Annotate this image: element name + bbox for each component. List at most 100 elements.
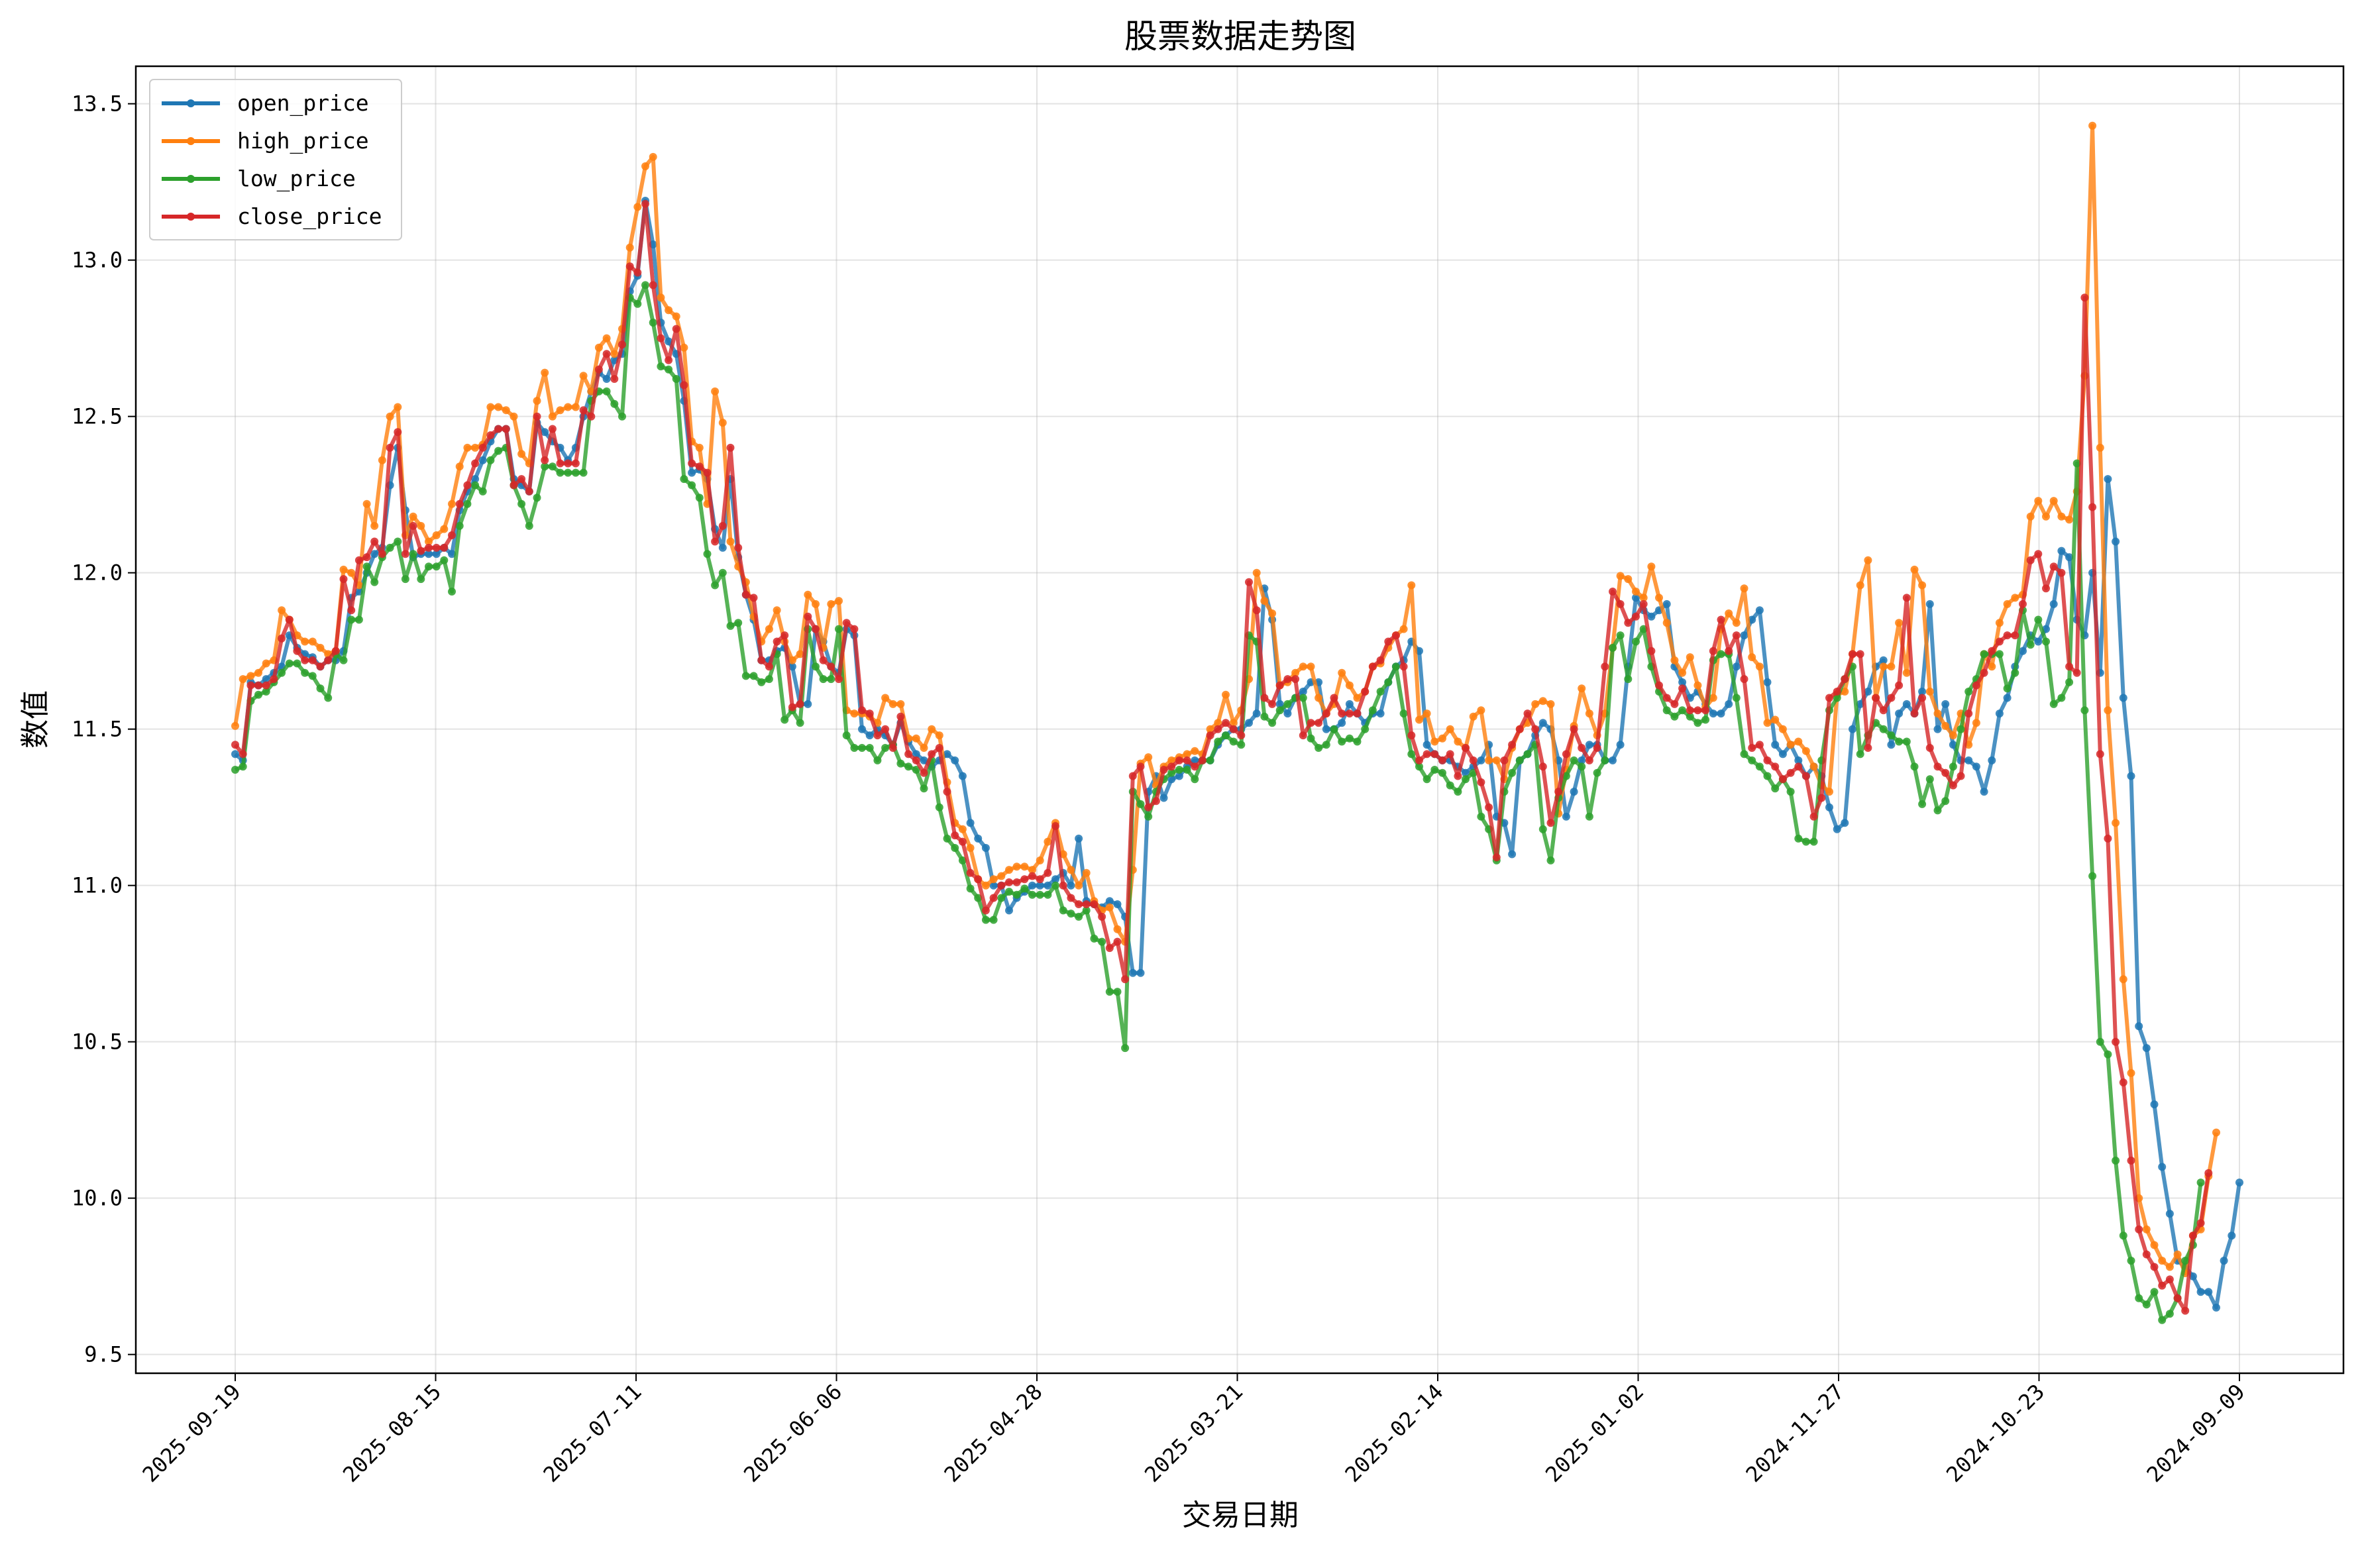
- data-point: [1299, 662, 1307, 671]
- data-point: [912, 750, 920, 758]
- data-point: [827, 600, 835, 608]
- legend: open_price high_price low_price close_price: [149, 79, 402, 240]
- data-point: [1175, 756, 1183, 764]
- data-point: [796, 719, 804, 727]
- data-point: [2181, 1306, 2190, 1315]
- data-point: [695, 462, 704, 471]
- data-point: [1523, 709, 1532, 718]
- data-point: [1794, 756, 1803, 764]
- data-point: [331, 647, 340, 655]
- data-point: [1546, 700, 1555, 708]
- data-point: [703, 550, 712, 558]
- data-point: [370, 521, 379, 530]
- data-point: [1438, 768, 1446, 777]
- data-point: [1523, 750, 1532, 758]
- data-point: [2026, 556, 2035, 564]
- data-point: [1562, 750, 1570, 758]
- data-point: [1709, 694, 1717, 702]
- data-point: [1136, 968, 1145, 977]
- data-point: [1469, 712, 1478, 721]
- data-point: [2196, 1178, 2205, 1187]
- data-point: [711, 387, 720, 395]
- data-point: [951, 756, 959, 764]
- data-point: [262, 688, 270, 696]
- y-tick-label: 12.0: [72, 560, 123, 586]
- data-point: [1771, 741, 1780, 749]
- data-point: [1639, 600, 1648, 608]
- data-point: [1485, 803, 1493, 811]
- data-point: [1044, 837, 1052, 846]
- data-point: [1578, 762, 1586, 771]
- data-point: [2127, 1157, 2135, 1165]
- data-point: [633, 268, 642, 277]
- data-point: [1771, 762, 1780, 771]
- data-point: [688, 459, 696, 468]
- data-point: [1686, 712, 1694, 721]
- data-point: [1717, 650, 1725, 658]
- data-point: [2042, 584, 2050, 593]
- data-point: [1012, 890, 1021, 899]
- data-point: [347, 606, 356, 615]
- data-point: [1191, 756, 1199, 764]
- data-point: [2228, 1231, 2236, 1240]
- data-point: [2011, 668, 2019, 677]
- data-point: [571, 459, 580, 468]
- data-point: [943, 788, 951, 796]
- data-point: [1801, 747, 1810, 755]
- data-point: [1275, 681, 1284, 690]
- data-point: [1833, 694, 1841, 702]
- data-point: [2127, 1069, 2135, 1077]
- data-point: [1825, 803, 1833, 811]
- data-point: [1778, 775, 1787, 784]
- data-point: [1020, 875, 1029, 884]
- data-point: [1067, 894, 1075, 902]
- data-point: [564, 403, 572, 411]
- data-point: [2142, 1300, 2151, 1309]
- data-point: [1237, 741, 1246, 749]
- data-point: [711, 537, 720, 546]
- data-point: [827, 675, 835, 684]
- data-point: [1864, 744, 1872, 752]
- data-point: [1786, 768, 1795, 777]
- data-point: [1353, 694, 1362, 702]
- data-point: [378, 456, 386, 464]
- data-point: [246, 681, 255, 690]
- data-point: [285, 659, 294, 668]
- data-point: [2204, 1288, 2213, 1296]
- data-point: [1105, 897, 1114, 906]
- data-point: [1198, 756, 1207, 764]
- data-point: [1361, 725, 1370, 733]
- data-point: [1725, 700, 1733, 708]
- data-point: [734, 543, 743, 552]
- data-point: [1678, 684, 1687, 693]
- data-point: [1036, 875, 1044, 884]
- data-point: [1183, 756, 1191, 764]
- data-point: [819, 675, 828, 684]
- data-point: [1399, 662, 1408, 671]
- data-point: [1980, 650, 1988, 658]
- data-point: [1988, 662, 1996, 671]
- data-point: [981, 915, 990, 924]
- data-point: [1415, 756, 1423, 764]
- data-point: [1477, 756, 1485, 764]
- data-point: [494, 403, 503, 411]
- legend-marker: [187, 137, 195, 145]
- data-point: [1206, 731, 1214, 740]
- data-point: [718, 568, 727, 577]
- data-point: [873, 756, 882, 764]
- data-point: [1175, 772, 1183, 780]
- data-point: [1693, 706, 1702, 715]
- data-point: [370, 537, 379, 546]
- data-point: [935, 803, 943, 811]
- data-point: [1801, 772, 1810, 780]
- data-point: [904, 762, 913, 771]
- data-point: [409, 512, 417, 521]
- data-point: [448, 499, 456, 508]
- data-point: [533, 397, 541, 405]
- data-point: [718, 543, 727, 552]
- data-point: [835, 625, 843, 633]
- data-point: [1748, 756, 1756, 764]
- data-point: [1283, 709, 1292, 718]
- data-point: [1763, 772, 1772, 780]
- data-point: [1732, 631, 1741, 640]
